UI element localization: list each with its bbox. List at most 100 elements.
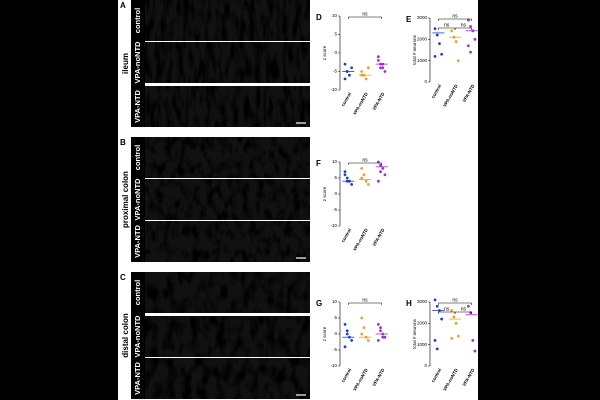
micrograph (145, 221, 310, 262)
x-tick-label: control (340, 368, 352, 384)
dot (379, 326, 382, 329)
y-tick-label: -10 (330, 87, 337, 92)
y-tick-label: 5 (334, 175, 337, 180)
dot (343, 62, 347, 66)
bracket (348, 302, 382, 305)
micrograph (145, 272, 310, 313)
y-tick-label: -5 (333, 207, 337, 212)
bracket (454, 311, 472, 314)
region-label: proximal colon (121, 171, 130, 228)
dot (469, 50, 472, 54)
micrograph (145, 316, 310, 357)
dot (466, 44, 470, 48)
dot (360, 167, 364, 170)
panel-letter: A (120, 1, 126, 10)
dot (360, 332, 364, 336)
micrograph (145, 358, 310, 399)
dot (360, 70, 364, 73)
dot (364, 179, 368, 183)
dot (438, 42, 441, 45)
significance: ns (461, 22, 467, 28)
dot (466, 304, 470, 308)
y-tick-label: 3000 (417, 299, 428, 304)
y-tick-label: 0 (334, 331, 337, 336)
dot (350, 183, 354, 186)
dot (343, 173, 347, 177)
dot (345, 332, 349, 336)
y-tick-label: -5 (333, 69, 337, 74)
panel-letter: H (406, 299, 412, 308)
x-tick-label: control (340, 228, 352, 244)
dot (343, 345, 347, 349)
y-tick-label: 3000 (417, 15, 428, 20)
bracket (438, 18, 472, 21)
dot (466, 18, 470, 22)
dot (433, 55, 437, 58)
micrograph (145, 0, 310, 41)
y-axis-label: total # neurons (412, 318, 417, 349)
dot (376, 323, 380, 326)
y-axis-label: total # neurons (412, 34, 417, 65)
label-strip (131, 137, 145, 262)
bracket (438, 302, 472, 305)
dot (435, 347, 439, 351)
y-tick-label: 10 (332, 159, 338, 164)
row-label: control (133, 145, 142, 170)
bracket (348, 16, 382, 19)
dot (450, 29, 454, 33)
dot (343, 323, 347, 326)
panel-letter: C (120, 273, 126, 282)
dot (360, 316, 364, 320)
bracket (348, 162, 382, 165)
row-label: VPA-noNTD (133, 315, 142, 358)
dot (376, 160, 380, 164)
dot (473, 349, 477, 353)
row-label: VPA-NTD (133, 362, 142, 395)
x-tick-label: control (340, 92, 352, 108)
dot (379, 66, 382, 70)
significance: ns (461, 306, 467, 312)
dot (366, 66, 370, 70)
significance: ns (362, 297, 368, 303)
dot (450, 336, 454, 340)
dot (343, 77, 347, 81)
significance: ns (362, 157, 368, 163)
y-tick-label: 1000 (417, 342, 428, 347)
dot (366, 183, 370, 186)
y-axis-label: z score (322, 45, 327, 60)
row-label: VPA-noNTD (133, 41, 142, 84)
y-tick-label: -5 (333, 347, 337, 352)
bracket (454, 27, 472, 30)
dot (381, 66, 385, 70)
x-tick-label: control (430, 84, 442, 100)
y-tick-label: 0 (334, 191, 337, 196)
x-tick-label: control (430, 368, 442, 384)
dot (379, 329, 382, 333)
dot (366, 339, 370, 342)
dot (343, 170, 347, 174)
dot (383, 70, 387, 73)
y-tick-label: 5 (334, 32, 337, 37)
dot (381, 335, 385, 339)
panel-letter: D (316, 13, 322, 22)
y-tick-label: 2000 (417, 321, 428, 326)
dot (364, 77, 368, 81)
y-tick-label: 10 (332, 13, 338, 18)
dot (350, 339, 354, 342)
dot (435, 304, 439, 308)
micrograph (145, 42, 310, 83)
dot (345, 176, 349, 180)
y-tick-label: 5 (334, 315, 337, 320)
panel-letter: F (316, 159, 321, 168)
dot (379, 170, 382, 174)
significance: ns (444, 22, 450, 28)
dot (383, 173, 387, 177)
label-strip (131, 0, 145, 127)
dot (456, 334, 460, 338)
dot (360, 176, 364, 180)
panel-letter: G (316, 299, 322, 308)
row-label: VPA-NTD (133, 90, 142, 123)
significance: ns (362, 11, 368, 17)
